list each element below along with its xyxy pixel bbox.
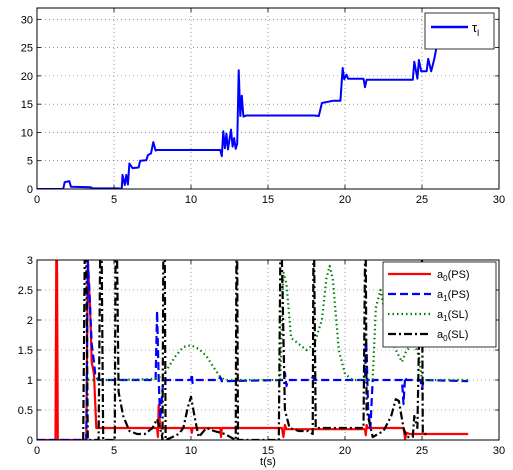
- x-tick-label: 25: [416, 445, 428, 457]
- y-tick-label: 5: [27, 156, 33, 168]
- series-line-0-0: [37, 32, 466, 189]
- legend-box: [424, 12, 495, 50]
- legend: a0(PS) a1(PS) a1(SL) a0(SL): [382, 261, 497, 348]
- x-tick-label: 25: [416, 194, 428, 206]
- series-line-1-2: [87, 264, 469, 382]
- y-tick-label: 0.5: [18, 405, 33, 417]
- x-tick-label: 30: [493, 194, 505, 206]
- x-tick-label: 15: [262, 445, 274, 457]
- x-tick-label: 30: [493, 445, 505, 457]
- x-tick-label: 10: [185, 445, 197, 457]
- x-tick-label: 20: [339, 445, 351, 457]
- y-tick-label: 10: [21, 127, 33, 139]
- y-tick-label: 1: [27, 375, 33, 387]
- x-tick-label: 15: [262, 194, 274, 206]
- x-tick-label: 0: [34, 194, 40, 206]
- parameter-plot: 0 5 10 15 20 25 30 0 0.5 1 1.5 2 2.5 3 t(s) a0(PS) a1(…: [18, 255, 505, 468]
- tick-labels: 0 5 10 15 20 25 30 0 0.5 1 1.5 2 2.5 3: [18, 255, 505, 457]
- y-tick-label: 20: [21, 71, 33, 83]
- grid: [37, 8, 499, 189]
- y-tick-label: 1.5: [18, 345, 33, 357]
- x-tick-label: 0: [34, 445, 40, 457]
- y-tick-label: 0: [27, 435, 33, 447]
- legend-label-tau: τl: [472, 20, 479, 38]
- legend-label-2: a1(SL): [437, 309, 468, 323]
- y-tick-label: 3: [27, 255, 33, 267]
- x-axis-label: t(s): [260, 456, 276, 468]
- x-tick-label: 5: [111, 194, 117, 206]
- x-tick-label: 20: [339, 194, 351, 206]
- plot-area: [37, 8, 499, 189]
- series-line-1-3: [82, 260, 427, 440]
- legend-label-1: a1(PS): [437, 289, 470, 303]
- y-tick-label: 2: [27, 315, 33, 327]
- legend-box: [382, 261, 497, 348]
- y-tick-label: 0: [27, 184, 33, 196]
- y-tick-label: 25: [21, 43, 33, 55]
- legend: τl: [424, 12, 495, 50]
- y-tick-label: 15: [21, 99, 33, 111]
- tick-labels: 0 5 10 15 20 25 30 0 5 10 15 20 25 30: [21, 8, 505, 206]
- x-tick-label: 10: [185, 194, 197, 206]
- y-tick-label: 30: [21, 14, 33, 26]
- torque-plot: 0 5 10 15 20 25 30 0 5 10 15 20 25 30 τl: [21, 7, 505, 206]
- x-tick-label: 5: [111, 445, 117, 457]
- legend-label-3: a0(SL): [437, 329, 468, 343]
- series-group: [37, 32, 466, 189]
- y-tick-label: 2.5: [18, 285, 33, 297]
- series-group: [37, 260, 469, 440]
- legend-label-0: a0(PS): [437, 269, 470, 283]
